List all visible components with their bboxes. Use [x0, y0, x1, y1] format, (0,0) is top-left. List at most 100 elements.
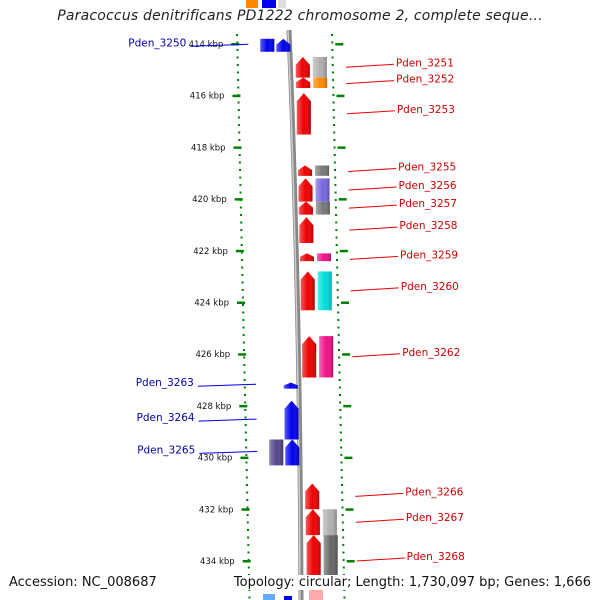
gene-label-Pden_3260[interactable]: Pden_3260: [401, 281, 459, 293]
tick-label: 416 kbp: [190, 92, 225, 102]
ring-dot: [334, 184, 337, 186]
ring-dot: [246, 514, 249, 516]
ring-dot: [342, 544, 345, 546]
label-leader: [190, 43, 249, 47]
gene-label-Pden_3267[interactable]: Pden_3267: [406, 512, 464, 524]
ring-dot: [239, 169, 242, 171]
ring-dot: [245, 461, 248, 464]
backbone-highlight: [287, 29, 301, 600]
gene-label-Pden_3268[interactable]: Pden_3268: [407, 551, 465, 563]
ring-dot: [342, 551, 345, 554]
ring-dot: [236, 64, 239, 66]
label-leader: [348, 204, 397, 209]
ring-dot: [240, 251, 243, 254]
gene-label-Pden_3265[interactable]: Pden_3265: [137, 444, 195, 456]
kbp-ticks: 414 kbp 416 kbp 418 kbp 420 kbp 422 kbp 424 k…: [189, 40, 355, 567]
ring-dot: [336, 281, 339, 284]
ring-dot: [332, 79, 335, 81]
ring-dot: [244, 401, 247, 404]
ring-dot: [248, 589, 251, 591]
ring-dot: [331, 49, 334, 51]
cog-block-Pden_3262-shade: [319, 336, 334, 378]
ring-dot: [236, 56, 239, 59]
ring-dot: [332, 94, 335, 96]
ring-dot: [244, 431, 247, 434]
ring-dot: [243, 379, 246, 381]
ring-dot: [332, 101, 335, 104]
gene-label-Pden_3259[interactable]: Pden_3259: [400, 249, 458, 261]
edge-fragments: [246, 0, 323, 600]
ring-dot: [241, 289, 244, 291]
ring-dot: [243, 386, 246, 389]
gene-label-Pden_3264[interactable]: Pden_3264: [136, 412, 194, 424]
ring-dot: [239, 191, 242, 194]
cog-block-Pden_3256-shade: [315, 178, 330, 202]
ring-dot: [246, 529, 249, 531]
tick-mark: [342, 353, 351, 356]
label-leader: [356, 557, 405, 562]
gene-label-Pden_3253[interactable]: Pden_3253: [397, 104, 455, 116]
gene-label-Pden_3250[interactable]: Pden_3250: [128, 37, 186, 49]
ring-dot: [236, 41, 239, 44]
ring-dot: [236, 34, 239, 36]
ring-dot: [338, 386, 341, 389]
undefined-shade: [298, 178, 313, 202]
ring-dot: [243, 356, 246, 359]
ring-dot: [332, 86, 335, 89]
ring-dot: [246, 499, 249, 501]
undefined-shade: [276, 38, 291, 52]
ring-dot: [336, 296, 339, 299]
undefined-shade: [283, 382, 298, 389]
tick-mark: [344, 456, 353, 460]
ring-dot: [237, 109, 240, 111]
ring-dot: [334, 206, 337, 209]
edge-gene-fragment: [284, 596, 292, 600]
gene-label-Pden_3252[interactable]: Pden_3252: [396, 74, 454, 86]
ring-dot: [339, 431, 342, 434]
ring-dot: [336, 289, 339, 291]
gene-label-Pden_3256[interactable]: Pden_3256: [399, 180, 457, 192]
label-leader: [346, 80, 395, 85]
accession-text: Accession: NC_008687: [9, 575, 157, 590]
ring-dot: [339, 394, 342, 396]
ring-dot: [245, 454, 248, 456]
ring-dot: [236, 49, 239, 51]
ring-dot: [238, 161, 241, 164]
ring-dot: [241, 266, 244, 269]
gene-label-Pden_3258[interactable]: Pden_3258: [399, 220, 457, 232]
cog-block-Pden_3259-shade: [316, 253, 331, 262]
ring-dot: [336, 259, 339, 261]
ring-dot: [342, 559, 345, 561]
ring-dot: [244, 409, 247, 411]
ring-dot: [245, 469, 248, 471]
tick-mark: [242, 560, 251, 563]
ring-dot: [238, 131, 241, 134]
ring-dot: [340, 461, 343, 464]
cog-block-Pden_3268-shade: [323, 535, 338, 587]
ring-dot: [341, 514, 344, 516]
ring-dot: [332, 109, 335, 111]
ring-dot: [337, 311, 340, 314]
ring-dot: [333, 131, 336, 134]
ring-dot: [337, 326, 340, 329]
undefined-shade: [305, 483, 320, 510]
ring-dot: [340, 469, 343, 471]
gene-label-Pden_3263[interactable]: Pden_3263: [136, 377, 194, 389]
tick-mark: [233, 146, 242, 149]
ring-dot: [331, 56, 334, 59]
gene-label-Pden_3257[interactable]: Pden_3257: [399, 198, 457, 210]
tick-mark: [241, 508, 250, 511]
ring-dot: [333, 161, 336, 164]
cog-block-Pden_3255-shade: [315, 165, 330, 176]
tick-label: 424 kbp: [194, 299, 229, 309]
ring-dot: [338, 371, 341, 374]
label-leader: [355, 518, 404, 523]
gene-label-Pden_3251[interactable]: Pden_3251: [396, 57, 454, 69]
gene-label-Pden_3266[interactable]: Pden_3266: [405, 486, 463, 498]
gene-label-Pden_3262[interactable]: Pden_3262: [402, 347, 460, 359]
ring-dot: [334, 176, 337, 179]
ring-dot: [241, 296, 244, 299]
gene-label-Pden_3255[interactable]: Pden_3255: [398, 161, 456, 173]
edge-gene-fragment: [262, 0, 276, 8]
